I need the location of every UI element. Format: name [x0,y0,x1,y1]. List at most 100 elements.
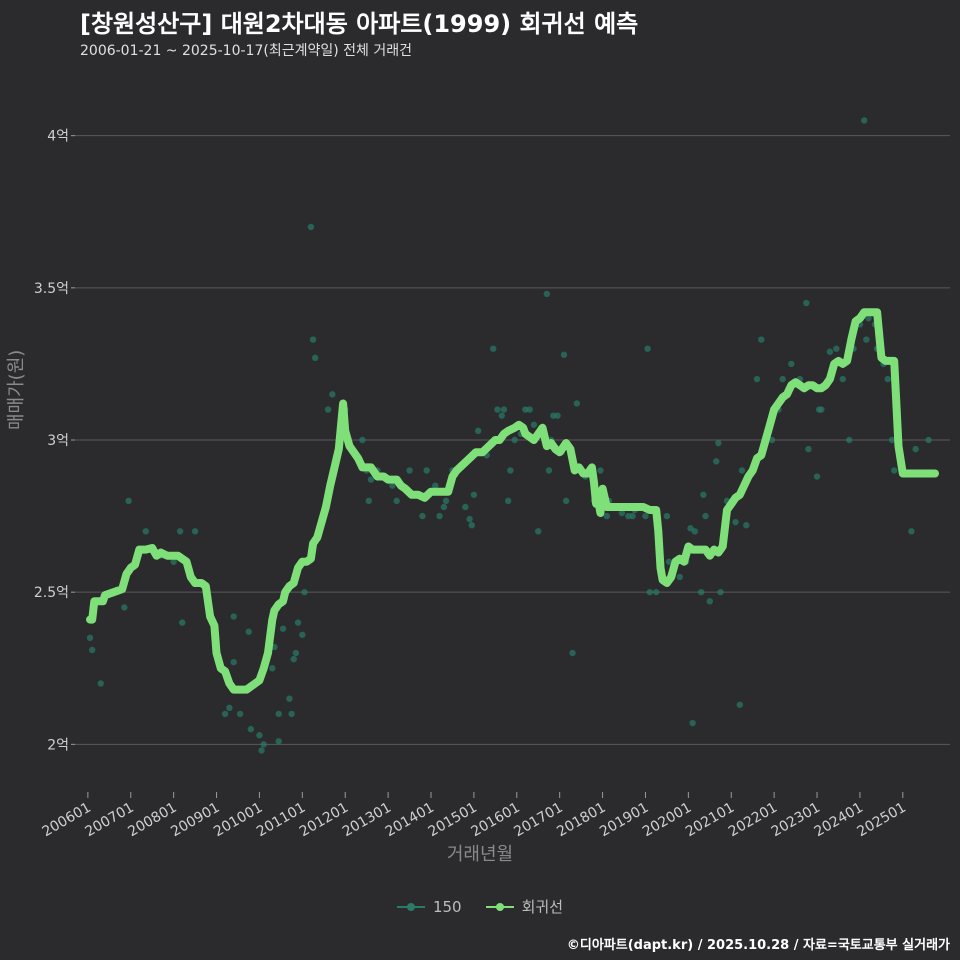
scatter-point-90 [618,509,626,517]
y-tick-label-2: 3억 [47,433,69,449]
chart-title: [창원성산구] 대원2차대동 아파트(1999) 회귀선 예측 [80,10,639,38]
x-tick-label-1: 200701 [82,800,136,841]
scatter-point-25 [275,710,282,718]
legend-item-150: 150 [396,896,462,917]
x-tick-label-8: 201401 [383,800,437,841]
legend-key-regression-icon [485,900,514,914]
x-tick-label-9: 201501 [426,800,480,841]
x-tick-label-5: 201101 [254,800,308,841]
scatter-point-146 [884,375,892,383]
scatter-point-96 [644,345,651,352]
scatter-point-30 [292,649,300,657]
scatter-point-42 [365,497,373,505]
scatter-point-11 [191,528,199,535]
y-tick-label-3: 3.5억 [34,281,69,297]
scatter-point-10 [179,619,186,626]
x-tick-label-16: 202201 [726,800,780,841]
x-tick-label-7: 201301 [340,800,394,841]
scatter-point-0 [86,634,94,642]
scatter-point-122 [768,436,776,444]
x-axis-label: 거래년월 [446,844,514,865]
scatter-point-72 [530,421,538,428]
legend-key-150-icon [396,900,425,914]
scatter-point-59 [474,427,482,435]
legend-label-150: 150 [432,897,462,916]
scatter-point-35 [309,336,317,343]
scatter-point-3 [121,604,128,611]
y-tick-label-0: 2억 [47,737,69,753]
scatter-point-51 [436,512,443,520]
scatter-point-151 [912,445,919,453]
scatter-point-71 [526,406,533,413]
scatter-point-62 [494,406,501,413]
scatter-point-58 [470,491,478,498]
scatter-point-106 [691,528,698,535]
scatter-point-95 [642,512,649,520]
scatter-point-16 [236,710,244,718]
scatter-point-40 [359,436,366,444]
scatter-point-81 [562,497,570,505]
scatter-point-119 [753,375,761,383]
scatter-point-27 [286,695,293,702]
x-tick-label-6: 201201 [297,800,351,841]
scatter-point-102 [676,573,683,581]
scatter-point-78 [554,412,561,419]
scatter-point-131 [818,406,825,413]
scatter-point-93 [629,512,636,520]
scatter-point-37 [324,406,332,413]
legend: 150 회귀선 [0,896,960,917]
scatter-point-63 [498,412,505,419]
scatter-point-124 [779,375,786,383]
y-tick-label-4: 4억 [47,129,69,145]
scatter-point-14 [230,613,237,620]
scatter-point-49 [423,467,430,474]
scatter-point-9 [176,528,184,535]
legend-item-regression: 회귀선 [485,896,564,917]
x-tick-label-4: 201001 [211,800,265,841]
scatter-point-20 [258,747,265,754]
scatter-point-116 [736,701,744,708]
y-tick-labels: 2억 2.5억 3억 3.5억 4억 [34,129,69,754]
scatter-point-29 [290,655,297,663]
x-tick-label-10: 201601 [468,800,522,841]
scatter-point-34 [307,223,315,231]
scatter-point-74 [543,290,551,298]
x-tick-label-17: 202301 [769,800,823,841]
scatter-point-100 [665,558,673,565]
x-tick-label-18: 202401 [812,800,866,841]
scatter-point-21 [260,741,267,748]
scatter-point-115 [732,518,739,526]
scatter-point-31 [294,619,302,626]
regression-line-layer [86,308,939,694]
scatter-point-38 [329,391,336,398]
scatter-point-67 [511,436,518,444]
x-tick-label-13: 201901 [597,800,651,841]
grid-layer [71,135,950,798]
scatter-point-43 [367,476,375,483]
scatter-point-33 [301,588,308,596]
scatter-point-32 [299,631,306,638]
scatter-point-83 [573,400,581,407]
scatter-point-22 [269,665,276,672]
x-tick-label-2: 200801 [125,800,179,841]
scatter-point-52 [440,503,448,511]
scatter-point-153 [925,436,932,444]
scatter-point-98 [652,588,660,596]
scatter-point-75 [545,467,553,474]
scatter-point-80 [560,351,568,358]
scatter-point-4 [125,497,132,505]
scatter-point-47 [406,467,413,474]
scatter-point-61 [489,345,497,352]
scatter-point-117 [738,467,746,474]
scatter-point-133 [833,345,840,352]
x-tick-label-11: 201701 [511,800,565,841]
scatter-point-111 [713,458,720,465]
x-tick-label-19: 202501 [855,800,909,841]
x-tick-label-0: 200601 [40,800,94,841]
scatter-point-113 [717,588,724,596]
scatter-point-108 [700,491,707,498]
scatter-point-132 [826,348,834,355]
scatter-point-86 [597,467,604,474]
legend-label-regression: 회귀선 [521,898,564,916]
